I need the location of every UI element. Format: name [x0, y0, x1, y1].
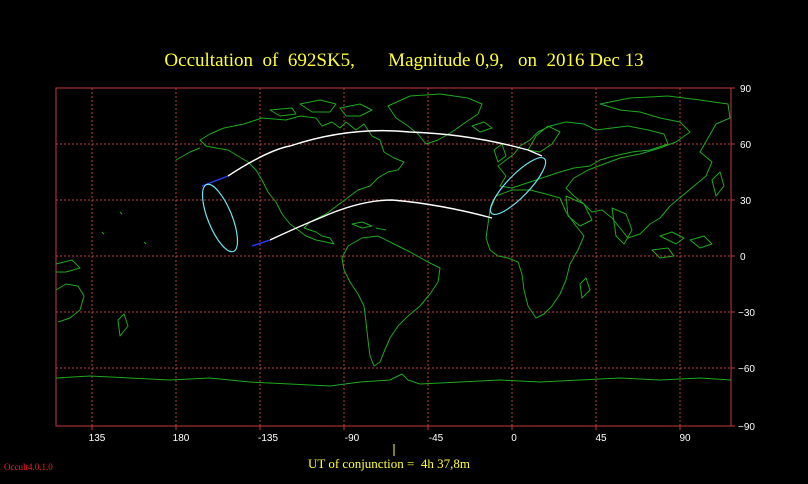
lat-label: 60: [740, 140, 752, 151]
longitude-gridlines: [91, 88, 681, 426]
lon-label: 135: [89, 433, 106, 444]
longitude-labels: 135 180 -135 -90 -45 0 45 90: [89, 433, 691, 444]
lat-label: −60: [738, 364, 755, 375]
path-south-end: [251, 239, 271, 247]
lon-label: -45: [429, 433, 444, 444]
lon-label: -90: [345, 433, 360, 444]
greenland-coast: [387, 93, 483, 145]
path-south-limit: [269, 199, 493, 241]
africa-coast: [485, 189, 585, 319]
asia-coast: [565, 95, 731, 239]
path-east-ellipse: [489, 157, 547, 215]
occultation-path: [201, 129, 547, 253]
lat-label: −90: [738, 422, 755, 433]
latitude-gridlines: [56, 143, 731, 369]
lat-label: −30: [738, 308, 755, 319]
lat-label: 0: [740, 252, 746, 263]
lon-label: 45: [595, 433, 607, 444]
coastlines: [55, 93, 732, 387]
antarctica-coast: [55, 373, 732, 387]
south-america-coast: [341, 235, 441, 367]
europe-coast: [497, 121, 669, 189]
lon-label: 0: [511, 433, 517, 444]
map-frame: [55, 87, 732, 427]
australia-coast: [55, 283, 85, 323]
path-north-limit: [227, 129, 543, 177]
lon-label: 90: [679, 433, 691, 444]
north-america-coast: [199, 115, 405, 245]
latitude-labels: 90 60 30 0 −30 −60 −90: [738, 84, 755, 433]
lon-label: 180: [173, 433, 190, 444]
software-version: Occult4.0.1.0: [4, 462, 53, 472]
lat-label: 90: [740, 84, 752, 95]
path-west-ellipse: [201, 183, 239, 253]
map-title: Occultation of 692SK5, Magnitude 0,9, on…: [164, 50, 644, 71]
lon-label: -135: [258, 433, 278, 444]
lat-label: 30: [740, 196, 752, 207]
axis-ticks: [91, 87, 735, 430]
new-zealand-coast: [117, 313, 129, 337]
conjunction-time: UT of conjunction = 4h 37,8m: [308, 456, 470, 471]
